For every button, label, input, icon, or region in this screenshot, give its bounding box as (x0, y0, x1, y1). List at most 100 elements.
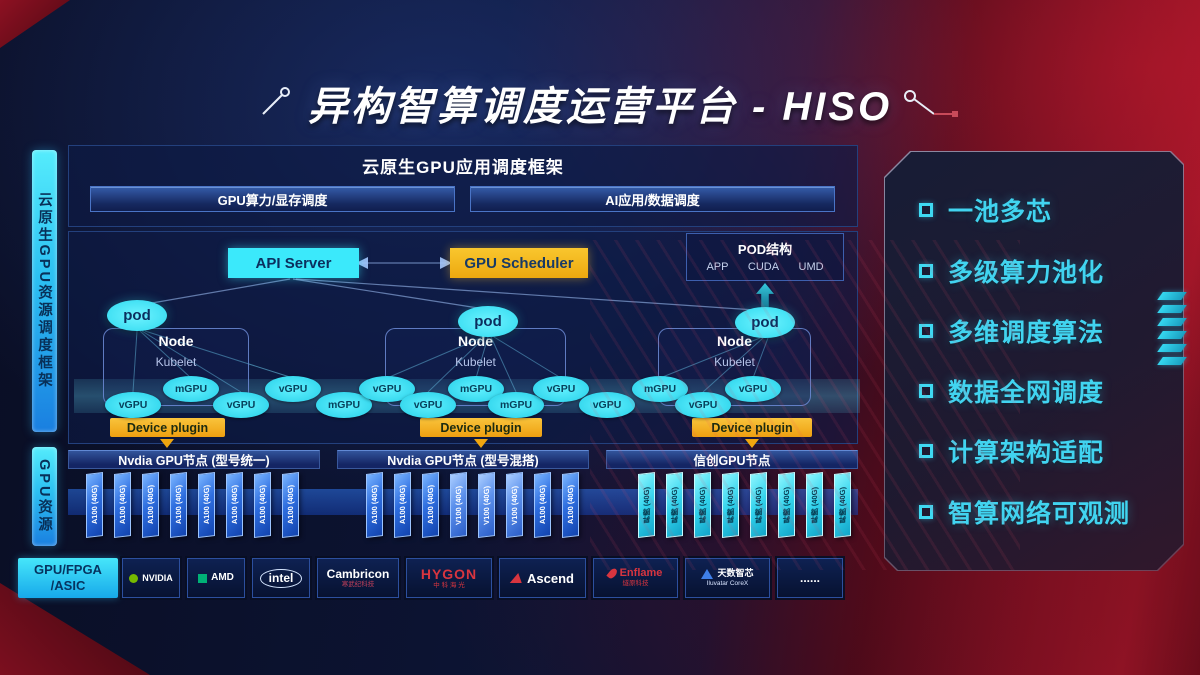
ascend-logo-text: Ascend (527, 570, 574, 586)
gpu-card: V100 (40G) (506, 471, 523, 539)
mgpu-ellipse: mGPU (488, 392, 544, 418)
gpu-scheduler-box: GPU Scheduler (450, 248, 588, 278)
sidebar-framework-bar: 云原生GPU资源调度框架 (32, 150, 57, 432)
amd-logo-main: AMD (198, 573, 234, 583)
gpu-card: A100 (40G) (170, 471, 187, 539)
vgpu-ellipse: vGPU (213, 392, 269, 418)
gpu-card-label: 昇腾 (40G) (670, 486, 679, 524)
cambricon-logo-text: Cambricon (326, 566, 390, 581)
feature-item: 数据全网调度 (919, 373, 1173, 409)
gpu-card: V100 (40G) (478, 471, 495, 539)
node-label: Node (717, 333, 752, 349)
gpu-card-label: A100 (40G) (202, 484, 211, 526)
gpu-card-label: 昇腾 (40G) (698, 486, 707, 524)
gpu-card: 昇腾 (40G) (778, 471, 795, 539)
pod-struct-title: POD结构 (737, 242, 793, 257)
ascend-logo-icon (509, 573, 525, 583)
gpu-row-label-2: Nvdia GPU节点 (型号混搭) (337, 450, 589, 469)
nvidia-logo-text: NVIDIA (142, 572, 173, 583)
gpu-card-label: 昇腾 (40G) (642, 486, 651, 524)
vgpu-ellipse: vGPU (105, 392, 161, 418)
square-bullet-icon (919, 384, 933, 398)
hygon-logo-main: HYGON (421, 567, 477, 581)
gpu-row-label-1: Nvdia GPU节点 (型号统一) (68, 450, 320, 469)
cambricon-logo-subtext: 寒武纪科技 (341, 580, 375, 588)
gpu-card-label: A100 (40G) (174, 484, 183, 526)
more-logo-main: ...... (800, 572, 820, 584)
ai-app-data-scheduling-bar: AI应用/数据调度 (470, 186, 835, 212)
gpu-card-group-3: 昇腾 (40G) 昇腾 (40G) 昇腾 (40G) 昇腾 (40G) 昇腾 (40G)… (638, 471, 851, 539)
vgpu-ellipse: vGPU (400, 392, 456, 418)
vgpu-ellipse: vGPU (533, 376, 589, 402)
gpu-card-label: A100 (40G) (286, 484, 295, 526)
feature-item: 计算架构适配 (919, 433, 1173, 469)
gpu-card: 昇腾 (40G) (806, 471, 823, 539)
gpu-card-label: A100 (40G) (566, 484, 575, 526)
iluvatar-logo-icon (701, 568, 714, 579)
square-bullet-icon (919, 324, 933, 338)
gpu-card-label: 昇腾 (40G) (838, 486, 847, 524)
gpu-compute-scheduling-bar: GPU算力/显存调度 (90, 186, 455, 212)
vgpu-ellipse: vGPU (725, 376, 781, 402)
amd-logo-icon (198, 573, 208, 583)
device-plugin-3: Device plugin (692, 418, 812, 437)
square-bullet-icon (919, 505, 933, 519)
node-label: Node (158, 333, 194, 349)
iluvatar-logo-subtext: Iluvatar CoreX (706, 579, 749, 587)
square-bullet-icon (919, 264, 933, 278)
pod-ellipse-3: pod (735, 307, 795, 338)
pod-struct-box: POD结构 APP CUDA UMD (686, 233, 844, 281)
intel-logo-main: intel (259, 568, 303, 588)
nvidia-logo-tile: NVIDIA (122, 558, 180, 598)
gpu-card: A100 (40G) (254, 471, 271, 539)
device-plugin-arrow-2 (474, 439, 488, 448)
pod-ellipse-2: pod (458, 306, 518, 337)
feature-item: 多级算力池化 (919, 253, 1173, 289)
iluvatar-logo-tile: 天数智芯 Iluvatar CoreX (685, 558, 770, 598)
kubelet-label: Kubelet (714, 355, 755, 369)
feature-label: 数据全网调度 (948, 379, 1105, 408)
gpu-card-group-1: A100 (40G) A100 (40G) A100 (40G) A100 (40G)… (86, 471, 299, 539)
gpu-card-label: V100 (40G) (454, 485, 463, 525)
gpu-card-label: A100 (40G) (230, 484, 239, 526)
feature-item: 智算网络可观测 (919, 494, 1173, 530)
vgpu-ellipse: vGPU (265, 376, 321, 402)
gpu-card-group-2: A100 (40G) A100 (40G) A100 (40G) V100 (40G)… (366, 471, 579, 539)
hygon-logo-text: HYGON (420, 565, 478, 582)
app-framework-title: 云原生GPU应用调度框架 (362, 158, 564, 177)
corner-red-top-left (0, 0, 70, 48)
device-plugin-1: Device plugin (110, 418, 225, 437)
pod-struct-items: APP CUDA UMD (687, 261, 843, 273)
gpu-card-label: 昇腾 (40G) (726, 486, 735, 524)
feature-label: 智算网络可观测 (948, 499, 1131, 528)
enflame-logo-icon (605, 567, 619, 581)
chip-types-box: GPU/FPGA /ASIC (18, 558, 118, 598)
circuit-deco-left-icon (262, 87, 290, 115)
pod-struct-item-umd: UMD (798, 261, 824, 273)
enflame-logo-main: Enflame (605, 567, 662, 581)
feature-label: 多维调度算法 (948, 318, 1105, 347)
gpu-card-label: A100 (40G) (118, 484, 127, 526)
gpu-card-label: 昇腾 (40G) (810, 486, 819, 524)
gpu-card: A100 (40G) (422, 471, 439, 539)
hazard-stripes-deco (1157, 292, 1187, 365)
gpu-card-label: 昇腾 (40G) (754, 486, 763, 524)
nvidia-logo-icon (129, 573, 139, 583)
vgpu-ellipse: vGPU (675, 392, 731, 418)
cambricon-logo-main: Cambricon (327, 568, 390, 580)
gpu-card-label: A100 (40G) (90, 484, 99, 526)
chip-types-line2: /ASIC (50, 578, 86, 593)
gpu-card-label: V100 (40G) (510, 485, 519, 525)
gpu-card-label: A100 (40G) (146, 484, 155, 526)
vgpu-ellipse: vGPU (579, 392, 635, 418)
intel-logo-text: intel (259, 568, 303, 588)
gpu-card-label: 昇腾 (40G) (782, 486, 791, 524)
gpu-card: V100 (40G) (450, 471, 467, 539)
enflame-logo-tile: Enflame 燧原科技 (593, 558, 678, 598)
gpu-row-label-3: 信创GPU节点 (606, 450, 858, 469)
gpu-card: A100 (40G) (282, 471, 299, 539)
circuit-deco-right-icon (904, 90, 958, 117)
gpu-card: A100 (40G) (226, 471, 243, 539)
gpu-card: A100 (40G) (114, 471, 131, 539)
